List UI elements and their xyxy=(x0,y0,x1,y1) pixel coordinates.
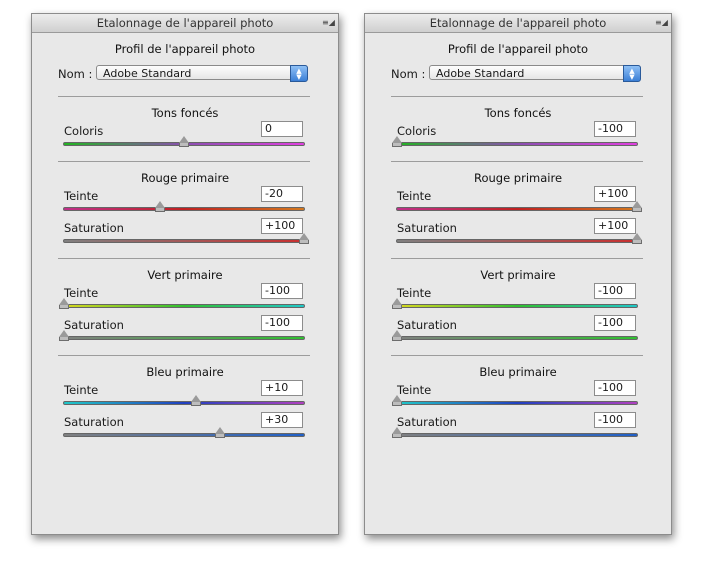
divider xyxy=(58,355,310,356)
blue-hue-slider[interactable] xyxy=(392,395,638,406)
green-saturation-label: Saturation xyxy=(397,318,457,332)
green-hue-slider[interactable] xyxy=(59,298,305,309)
red-hue-slider-thumb[interactable] xyxy=(155,201,165,212)
green-saturation-input[interactable]: -100 xyxy=(594,315,636,331)
blue-hue-input[interactable]: +10 xyxy=(261,380,303,396)
blue-saturation-slider[interactable] xyxy=(392,427,638,438)
blue-hue-input[interactable]: -100 xyxy=(594,380,636,396)
blue-saturation-label: Saturation xyxy=(64,415,124,429)
red-primary-section-title: Rouge primaire xyxy=(473,171,563,185)
red-saturation-slider[interactable] xyxy=(396,233,642,244)
divider xyxy=(391,161,643,162)
shadows-tint-slider-thumb[interactable] xyxy=(392,136,402,147)
red-saturation-slider-thumb[interactable] xyxy=(299,233,309,244)
panel-title: Etalonnage de l'appareil photo xyxy=(429,16,607,30)
divider xyxy=(58,96,310,97)
panel-titlebar: Etalonnage de l'appareil photo ≡◢ xyxy=(365,14,671,33)
red-saturation-slider-thumb[interactable] xyxy=(632,233,642,244)
select-arrows-icon[interactable]: ▲ ▼ xyxy=(623,65,641,82)
blue-saturation-input[interactable]: -100 xyxy=(594,412,636,428)
shadows-tint-input[interactable]: 0 xyxy=(261,121,303,137)
panel-menu-icon[interactable]: ≡◢ xyxy=(322,18,335,27)
profile-section-title: Profil de l'appareil photo xyxy=(114,42,256,56)
blue-saturation-input[interactable]: +30 xyxy=(261,412,303,428)
shadows-tint-label: Coloris xyxy=(64,124,104,138)
shadows-tint-label: Coloris xyxy=(397,124,437,138)
blue-saturation-slider[interactable] xyxy=(63,427,305,438)
profile-section-title: Profil de l'appareil photo xyxy=(447,42,589,56)
red-hue-input[interactable]: -20 xyxy=(261,186,303,202)
red-saturation-slider[interactable] xyxy=(63,233,309,244)
divider xyxy=(58,258,310,259)
blue-hue-slider-thumb[interactable] xyxy=(191,395,201,406)
red-hue-label: Teinte xyxy=(397,189,432,203)
profile-select-value: Adobe Standard xyxy=(103,67,192,80)
green-hue-label: Teinte xyxy=(64,286,99,300)
shadows-section-title: Tons foncés xyxy=(484,106,552,120)
red-hue-slider-thumb[interactable] xyxy=(632,201,642,212)
red-saturation-input[interactable]: +100 xyxy=(261,218,303,234)
profile-name-label: Nom : xyxy=(391,67,426,81)
divider xyxy=(391,355,643,356)
blue-primary-section-title: Bleu primaire xyxy=(146,365,224,379)
profile-name-label: Nom : xyxy=(58,67,93,81)
green-hue-input[interactable]: -100 xyxy=(594,283,636,299)
green-hue-label: Teinte xyxy=(397,286,432,300)
green-primary-section-title: Vert primaire xyxy=(480,268,556,282)
green-saturation-input[interactable]: -100 xyxy=(261,315,303,331)
select-arrows-icon[interactable]: ▲ ▼ xyxy=(290,65,308,82)
camera-calibration-panel-right: Etalonnage de l'appareil photo ≡◢ Profil… xyxy=(364,13,672,535)
divider xyxy=(391,96,643,97)
panel-menu-icon[interactable]: ≡◢ xyxy=(655,18,668,27)
red-hue-slider[interactable] xyxy=(396,201,642,212)
red-saturation-label: Saturation xyxy=(397,221,457,235)
camera-calibration-panel-left: Etalonnage de l'appareil photo ≡◢ Profil… xyxy=(31,13,339,535)
red-hue-label: Teinte xyxy=(64,189,99,203)
shadows-tint-slider[interactable] xyxy=(63,136,305,147)
blue-hue-slider[interactable] xyxy=(63,395,305,406)
green-primary-section-title: Vert primaire xyxy=(147,268,223,282)
profile-select-value: Adobe Standard xyxy=(436,67,525,80)
green-saturation-slider-thumb[interactable] xyxy=(59,330,69,341)
divider xyxy=(58,161,310,162)
panel-titlebar: Etalonnage de l'appareil photo ≡◢ xyxy=(32,14,338,33)
blue-saturation-slider-thumb[interactable] xyxy=(215,427,225,438)
blue-saturation-label: Saturation xyxy=(397,415,457,429)
red-hue-slider[interactable] xyxy=(63,201,305,212)
green-hue-slider-thumb[interactable] xyxy=(392,298,402,309)
divider xyxy=(391,258,643,259)
red-primary-section-title: Rouge primaire xyxy=(140,171,230,185)
blue-primary-section-title: Bleu primaire xyxy=(479,365,557,379)
shadows-tint-input[interactable]: -100 xyxy=(594,121,636,137)
blue-hue-slider-thumb[interactable] xyxy=(392,395,402,406)
green-hue-input[interactable]: -100 xyxy=(261,283,303,299)
panel-title: Etalonnage de l'appareil photo xyxy=(96,16,274,30)
red-saturation-input[interactable]: +100 xyxy=(594,218,636,234)
green-saturation-slider[interactable] xyxy=(59,330,305,341)
green-saturation-label: Saturation xyxy=(64,318,124,332)
blue-hue-label: Teinte xyxy=(64,383,99,397)
red-saturation-label: Saturation xyxy=(64,221,124,235)
shadows-tint-slider[interactable] xyxy=(392,136,638,147)
green-saturation-slider[interactable] xyxy=(392,330,638,341)
green-hue-slider[interactable] xyxy=(392,298,638,309)
blue-saturation-slider-thumb[interactable] xyxy=(392,427,402,438)
shadows-tint-slider-thumb[interactable] xyxy=(179,136,189,147)
blue-hue-label: Teinte xyxy=(397,383,432,397)
red-hue-input[interactable]: +100 xyxy=(594,186,636,202)
profile-select[interactable]: Adobe Standard ▲ ▼ xyxy=(429,65,641,82)
green-saturation-slider-thumb[interactable] xyxy=(392,330,402,341)
profile-select[interactable]: Adobe Standard ▲ ▼ xyxy=(96,65,308,82)
shadows-section-title: Tons foncés xyxy=(151,106,219,120)
green-hue-slider-thumb[interactable] xyxy=(59,298,69,309)
